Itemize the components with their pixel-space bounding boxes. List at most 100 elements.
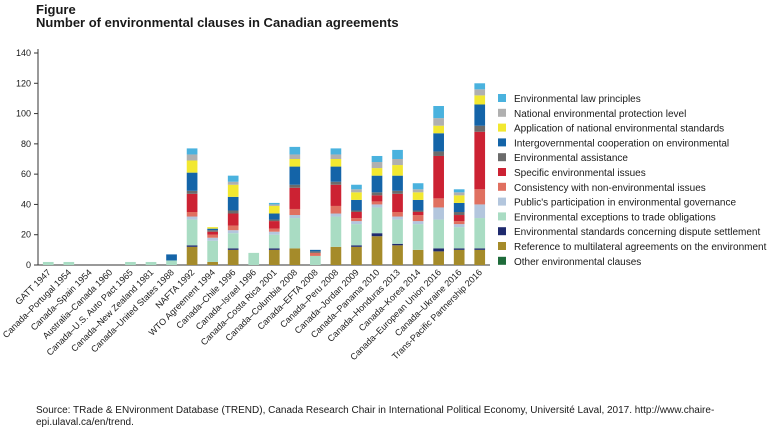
- bar-segment: [453, 221, 465, 225]
- bar-segment: [453, 215, 465, 222]
- chart-bars: [42, 83, 486, 265]
- bar-segment: [186, 172, 198, 191]
- bar-segment: [453, 249, 465, 265]
- bar-segment: [351, 210, 362, 212]
- bar-segment: [371, 192, 383, 196]
- bar-segment: [371, 207, 383, 234]
- bar-segment: [268, 221, 280, 229]
- bar-segment: [227, 248, 239, 250]
- bar-segment: [207, 227, 218, 229]
- bar-segment: [453, 224, 465, 228]
- bar-segment: [63, 261, 75, 265]
- bar-segment: [351, 192, 362, 200]
- bar-segment: [227, 225, 239, 231]
- bar-segment: [289, 215, 301, 219]
- bar-segment: [433, 125, 444, 134]
- bar-segment: [268, 213, 280, 220]
- chart-legend: Environmental law principles National env…: [498, 94, 767, 268]
- bar-segment: [371, 162, 383, 169]
- bar-segment: [412, 183, 424, 190]
- bar-segment: [474, 204, 486, 219]
- bar-segment: [474, 248, 486, 250]
- bar-segment: [207, 234, 218, 238]
- bar-segment: [248, 252, 260, 265]
- bar-segment: [227, 181, 239, 185]
- bar-segment: [166, 260, 177, 265]
- bar-segment: [392, 243, 403, 246]
- bar-segment: [412, 215, 424, 222]
- bar-segment: [433, 155, 444, 199]
- bar-segment: [371, 175, 383, 193]
- bar-segment: [330, 246, 342, 265]
- bar-segment: [166, 254, 177, 261]
- bar-segment: [289, 184, 301, 188]
- bar-segment: [351, 199, 362, 211]
- bar-segment: [268, 204, 280, 206]
- bar-segment: [371, 155, 383, 163]
- bar-segment: [371, 233, 383, 237]
- bar-segment: [351, 246, 362, 265]
- bar-segment: [186, 246, 198, 265]
- legend-label: Application of national environmental st…: [514, 124, 724, 135]
- bar-segment: [392, 149, 403, 159]
- bar-segment: [227, 210, 239, 214]
- bar-segment: [351, 212, 362, 219]
- bar-segment: [351, 221, 362, 225]
- bar-segment: [392, 159, 403, 166]
- bar-segment: [392, 245, 403, 265]
- bar-segment: [310, 251, 321, 253]
- bar-segment: [392, 216, 403, 220]
- bar-segment: [453, 195, 465, 203]
- y-tick-label: 140: [16, 48, 31, 58]
- bar-segment: [186, 219, 198, 246]
- bar-segment: [433, 219, 444, 249]
- bar-segment: [227, 213, 239, 226]
- bar-segment: [268, 205, 280, 214]
- bar-segment: [371, 201, 383, 205]
- bar-segment: [289, 187, 301, 209]
- bar-segment: [310, 249, 321, 252]
- chart-title: Number of environmental clauses in Canad…: [36, 15, 399, 30]
- legend-swatch: [498, 138, 506, 147]
- bar-segment: [186, 193, 198, 212]
- bar-segment: [453, 192, 465, 196]
- bar-segment: [186, 212, 198, 217]
- bar-segment: [289, 154, 301, 159]
- legend-swatch: [498, 182, 506, 191]
- bar-segment: [474, 95, 486, 105]
- y-tick-label: 40: [21, 199, 31, 209]
- bar-segment: [310, 255, 321, 265]
- legend-label: Environmental standards concerning dispu…: [514, 227, 760, 238]
- bar-segment: [392, 193, 403, 212]
- bar-segment: [310, 252, 321, 256]
- bar-segment: [474, 83, 486, 90]
- bar-segment: [433, 133, 444, 152]
- bar-segment: [227, 249, 239, 265]
- bar-segment: [351, 245, 362, 247]
- bar-segment: [433, 207, 444, 220]
- bar-segment: [227, 184, 239, 197]
- bar-segment: [207, 230, 218, 232]
- bar-segment: [330, 184, 342, 206]
- bar-segment: [186, 148, 198, 155]
- legend-label: Public's participation in environmental …: [514, 198, 736, 209]
- bar-segment: [289, 166, 301, 185]
- bar-segment: [227, 175, 239, 182]
- bar-segment: [227, 196, 239, 211]
- bar-segment: [207, 240, 218, 262]
- bar-segment: [371, 236, 383, 265]
- bar-segment: [412, 224, 424, 250]
- bar-segment: [330, 166, 342, 182]
- bar-segment: [186, 154, 198, 161]
- bar-segment: [453, 189, 465, 193]
- bar-segment: [330, 205, 342, 214]
- stacked-bar-chart: 0 20 40 60 80 100 120 140 GATT 1947Canada–Portu…: [1, 48, 767, 362]
- bar-segment: [474, 218, 486, 249]
- bar-segment: [186, 190, 198, 194]
- bar-segment: [289, 146, 301, 155]
- bar-segment: [125, 261, 136, 265]
- legend-label: Intergovernmental cooperation on environ…: [514, 138, 729, 149]
- bar-segment: [289, 159, 301, 167]
- y-tick-label: 20: [21, 230, 31, 240]
- bar-segment: [145, 261, 157, 265]
